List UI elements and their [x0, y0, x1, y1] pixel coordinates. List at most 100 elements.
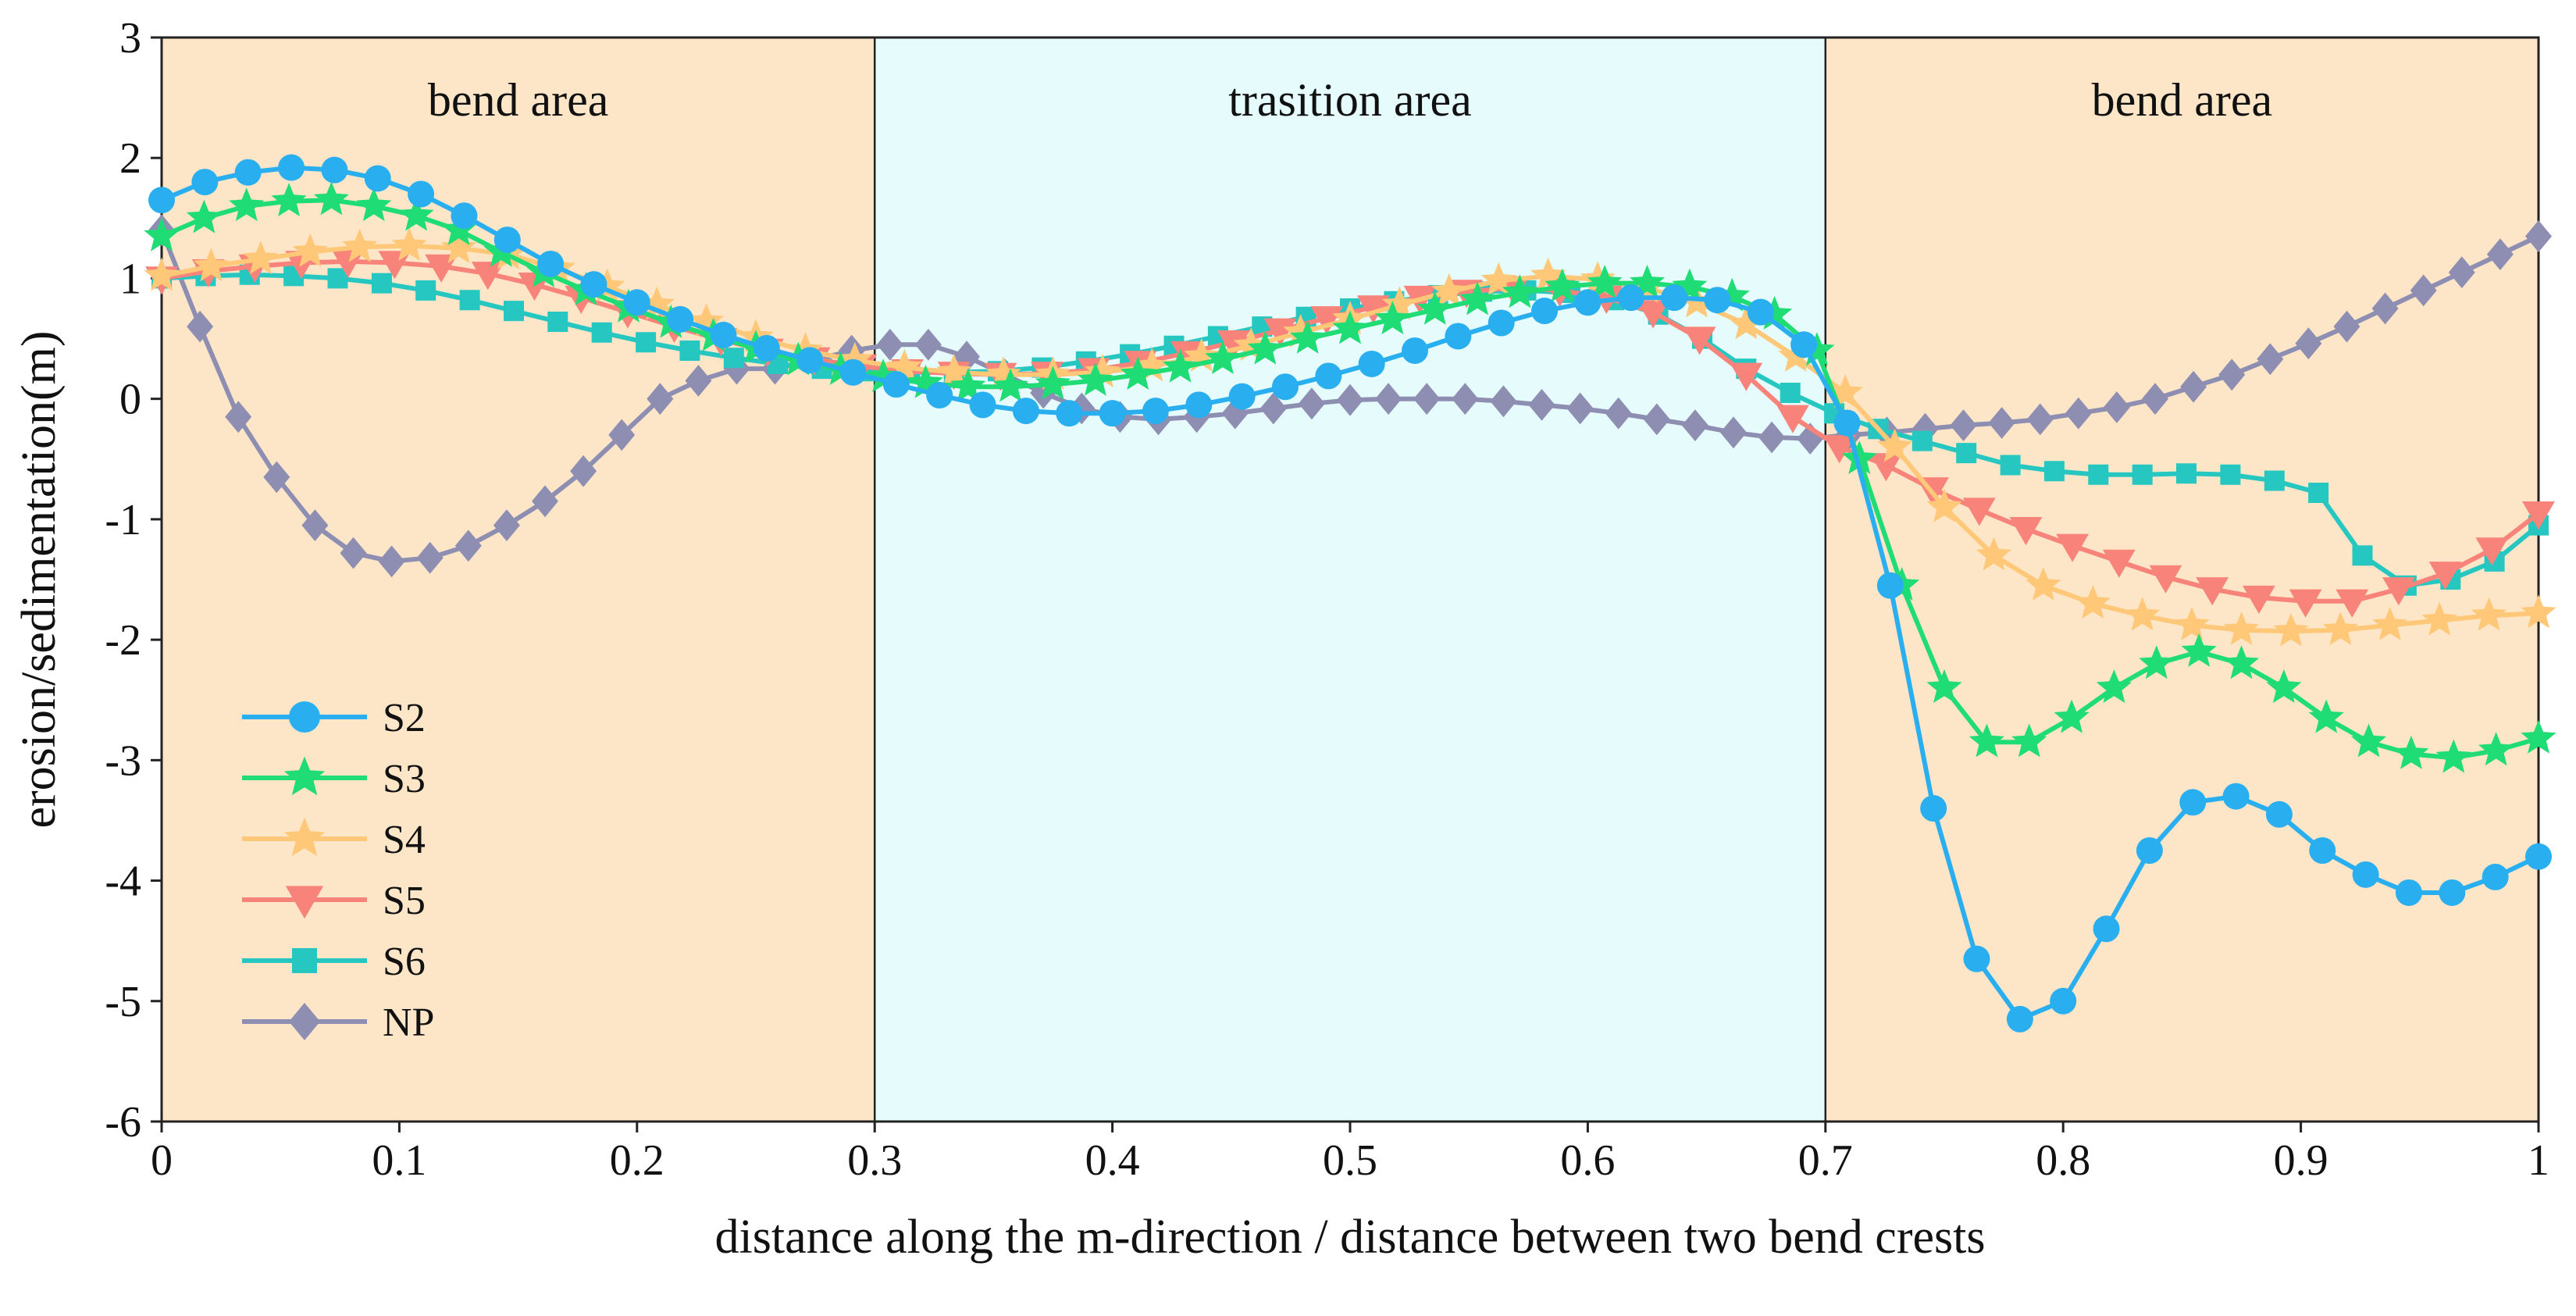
region-band-1: [875, 37, 1826, 1122]
data-point-s4-3: [292, 233, 328, 267]
data-point-s6-6: [415, 280, 436, 301]
x-tick-label-7: 0.7: [1798, 1136, 1853, 1185]
x-tick-label-2: 0.2: [610, 1136, 664, 1185]
data-point-s2-30: [1445, 323, 1472, 350]
data-point-s2-44: [2050, 987, 2077, 1015]
data-point-s3-56: [2521, 719, 2556, 754]
data-point-np-54: [2218, 358, 2246, 391]
data-point-s6-37: [1780, 383, 1801, 403]
data-point-s3-42: [1926, 669, 1962, 703]
data-point-s3-34: [1587, 264, 1623, 298]
series-s3: [144, 181, 2556, 773]
data-point-s2-36: [1704, 287, 1731, 314]
data-point-s2-34: [1617, 284, 1644, 312]
data-point-s3-20: [992, 368, 1028, 402]
data-point-s3-27: [1290, 319, 1326, 354]
data-point-s2-40: [1876, 572, 1904, 599]
data-point-s5-39: [1962, 498, 1996, 526]
legend-marker-s2: [289, 701, 320, 733]
legend-label-s3: S3: [383, 757, 426, 801]
data-point-np-14: [685, 365, 712, 397]
data-point-s2-32: [1531, 298, 1559, 325]
data-point-s5-43: [2149, 565, 2182, 594]
data-point-np-30: [1298, 387, 1325, 420]
data-point-s2-38: [1790, 331, 1818, 358]
data-point-s5-25: [1310, 306, 1344, 335]
data-point-np-55: [2257, 343, 2284, 376]
y-tick-label-5: -2: [105, 616, 141, 665]
data-point-s2-13: [710, 321, 737, 348]
data-point-s6-13: [723, 348, 744, 369]
data-point-s4-5: [391, 227, 427, 261]
data-point-np-2: [225, 401, 252, 433]
data-point-s2-39: [1833, 409, 1861, 437]
data-point-s5-49: [2428, 562, 2462, 590]
data-point-s2-27: [1315, 362, 1342, 390]
data-point-s2-53: [2439, 879, 2466, 906]
data-point-np-52: [2142, 383, 2168, 415]
data-point-s5-51: [2522, 501, 2555, 530]
data-point-s3-2: [229, 187, 265, 222]
data-point-s2-47: [2179, 789, 2207, 816]
y-tick-label-6: -3: [105, 736, 141, 785]
legend-marker-s3: [283, 756, 326, 796]
data-point-s2-16: [839, 358, 867, 386]
legend-label-np: NP: [383, 1000, 434, 1045]
region-band-0: [162, 37, 875, 1122]
data-point-s4-41: [2174, 606, 2210, 640]
data-point-np-34: [1452, 383, 1479, 415]
data-point-s3-23: [1120, 356, 1156, 390]
data-point-np-20: [914, 328, 942, 361]
data-point-np-11: [570, 455, 597, 487]
data-point-s3-6: [398, 197, 434, 231]
data-point-np-33: [1413, 383, 1441, 415]
data-point-s6-8: [504, 301, 524, 322]
data-point-s5-34: [1730, 362, 1763, 391]
data-point-s2-3: [278, 154, 305, 181]
axes-layer: 0 0.1 0.2 0.3 0.4 0.5 0.6 0.7 0.8 0.9 1 3 2 1 0 -1 -2 -3 -…: [105, 14, 2549, 1185]
data-point-s2-2: [234, 159, 262, 186]
data-point-np-7: [416, 541, 444, 574]
legend-marker-s4: [283, 817, 326, 857]
data-point-np-42: [1758, 421, 1786, 454]
data-point-s2-52: [2395, 879, 2422, 906]
data-point-np-4: [301, 509, 329, 541]
y-tick-label-3: 0: [119, 376, 141, 424]
region-label-2: bend area: [2092, 74, 2273, 126]
data-point-np-57: [2333, 310, 2360, 343]
data-point-s6-12: [679, 341, 700, 361]
data-point-np-1: [187, 310, 214, 343]
data-point-np-19: [876, 328, 903, 361]
data-point-s2-15: [796, 347, 824, 374]
data-point-s6-45: [2132, 464, 2153, 485]
data-point-s3-29: [1374, 301, 1410, 335]
y-tick-label-7: -4: [105, 858, 141, 906]
data-point-s4-11: [689, 303, 725, 337]
data-point-s4-1: [193, 248, 229, 282]
data-point-s4-21: [1184, 337, 1220, 372]
data-point-np-37: [1566, 392, 1594, 425]
data-point-s2-1: [191, 169, 219, 196]
data-point-s4-26: [1431, 273, 1467, 307]
data-point-s3-21: [1035, 366, 1071, 400]
data-point-np-35: [1490, 385, 1517, 418]
data-point-s5-37: [1869, 453, 1903, 482]
data-point-s4-44: [2322, 612, 2358, 645]
x-tick-label-8: 0.8: [2036, 1136, 2090, 1185]
x-tick-label-6: 0.6: [1560, 1136, 1615, 1185]
data-point-s2-55: [2525, 843, 2552, 870]
data-point-s5-44: [2196, 577, 2229, 606]
data-point-s4-39: [2075, 585, 2111, 619]
data-point-np-29: [1259, 392, 1287, 425]
data-point-s4-32: [1728, 305, 1764, 340]
data-point-s5-40: [2009, 517, 2043, 546]
data-point-s6-48: [2264, 470, 2285, 491]
data-point-s6-41: [1956, 443, 1977, 464]
data-point-np-59: [2410, 274, 2437, 307]
data-point-s6-46: [2176, 463, 2197, 484]
data-point-s4-47: [2471, 597, 2507, 631]
data-point-s4-37: [1976, 537, 2011, 571]
data-point-s4-9: [590, 268, 625, 302]
data-point-s3-4: [313, 181, 349, 216]
